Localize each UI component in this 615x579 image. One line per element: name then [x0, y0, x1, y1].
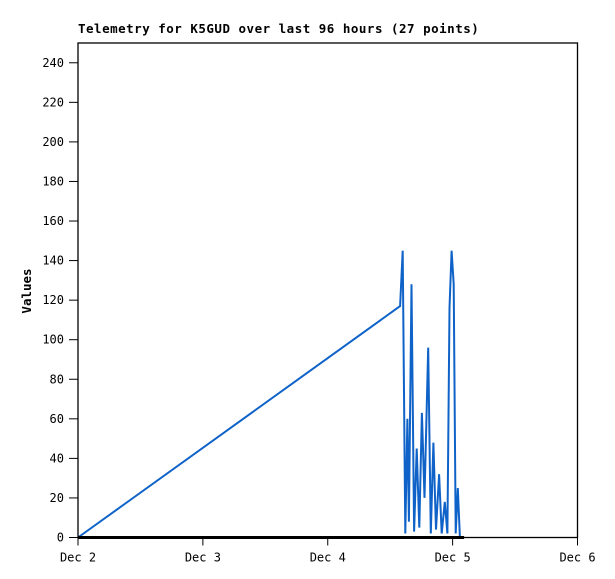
x-tick-label: Dec 2 [60, 551, 96, 565]
x-tick-label: Dec 3 [185, 551, 221, 565]
y-tick-label: 0 [57, 531, 64, 545]
y-tick-label: 100 [42, 333, 64, 347]
x-tick-label: Dec 5 [435, 551, 471, 565]
x-tick-label: Dec 6 [559, 551, 595, 565]
axes-group: 0 20 40 60 80 100 120 140 160 180 200 220 240 Dec 2 De… [42, 56, 595, 565]
y-tick-label: 80 [50, 372, 64, 386]
y-axis-label: Values [19, 268, 34, 313]
y-tick-label: 60 [50, 412, 64, 426]
y-tick-label: 180 [42, 174, 64, 188]
x-tick-label: Dec 4 [310, 551, 346, 565]
y-tick-label: 240 [42, 56, 64, 70]
chart-title: Telemetry for K5GUD over last 96 hours (… [78, 21, 479, 36]
y-tick-label: 40 [50, 451, 64, 465]
y-tick-label: 140 [42, 254, 64, 268]
y-tick-label: 220 [42, 95, 64, 109]
y-tick-label: 20 [50, 491, 64, 505]
plot-border [77, 42, 579, 539]
y-tick-label: 200 [42, 135, 64, 149]
series-line-telemetry-values [77, 250, 462, 539]
series-group [77, 250, 465, 539]
plot-border-group [77, 42, 579, 539]
y-tick-label: 120 [42, 293, 64, 307]
y-tick-label: 160 [42, 214, 64, 228]
